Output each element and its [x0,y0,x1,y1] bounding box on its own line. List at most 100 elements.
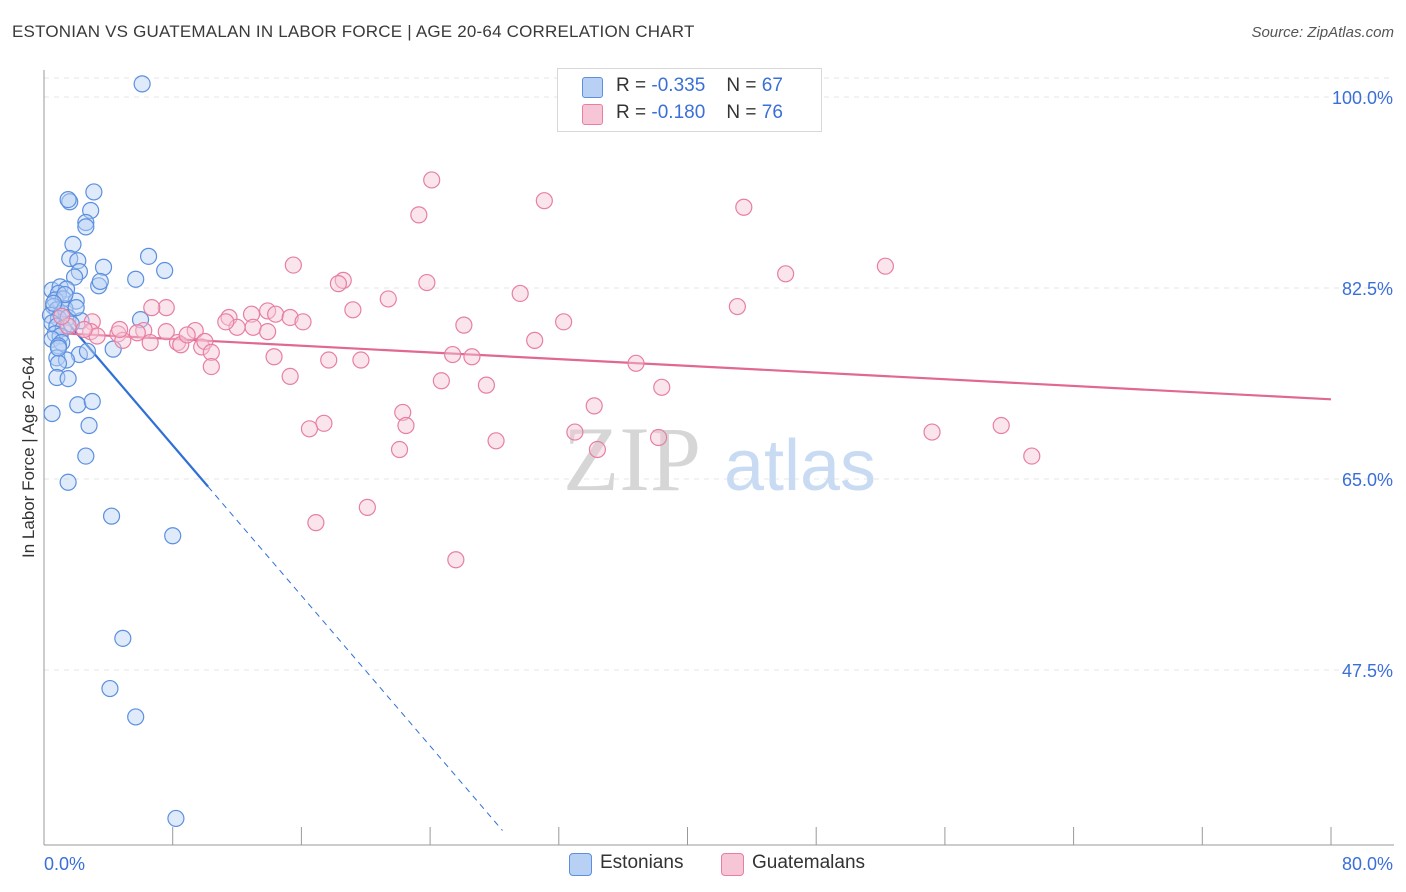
estonian-point [102,507,121,525]
estonian-point [43,404,61,423]
legend-r-label: R = [616,102,647,123]
estonian-point [127,270,145,288]
guatemalan-point [265,348,283,366]
data-points [41,75,1041,828]
x-tick-label: 0.0% [44,854,85,874]
estonian-point [70,263,88,281]
estonian-point [77,447,95,465]
estonian-point [59,369,77,388]
estonian-trend-extension [207,486,503,831]
y-tick-label: 82.5% [1342,279,1393,299]
estonian-point [77,213,95,232]
estonian-point [67,299,85,317]
estonian-point [77,218,95,236]
guatemalan-point [59,317,77,335]
guatemalan-point [157,299,175,317]
estonian-point [43,330,61,348]
guatemalan-point [418,273,436,292]
guatemalan-point [653,378,671,396]
guatemalan-point [777,265,795,283]
guatemalan-point [128,324,146,342]
chart-title: ESTONIAN VS GUATEMALAN IN LABOR FORCE | … [12,22,695,41]
guatemalan-point [923,423,941,441]
guatemalan-point [627,354,645,372]
guatemalan-point [358,498,376,516]
guatemalan-point [259,323,277,341]
guatemalan-point [202,343,220,361]
guatemalan-point [141,333,159,352]
watermark-atlas: atlas [724,426,876,506]
guatemalan-point [444,345,462,364]
correlation-legend: R = -0.335 N = 67 R = -0.180 N = 76 [557,68,822,132]
estonian-point [59,473,77,491]
guatemalan-point [410,206,428,224]
watermark-zip: ZIP [563,408,701,510]
legend-n-label: N = [726,75,757,96]
x-tick-label: 80.0% [1342,854,1393,874]
legend-n-label: N = [726,102,757,123]
guatemalan-point [394,403,412,422]
guatemalan-point [334,271,352,289]
guatemalan-point [172,336,190,354]
guatemalan-point [114,331,132,349]
guatemalan-point [649,428,668,447]
legend-swatch-guatemalans [582,104,603,125]
guatemalan-point [344,301,362,319]
guatemalan-point [281,367,299,386]
estonian-point [53,333,71,352]
grid-lines [44,77,1394,671]
guatemalan-point [281,308,299,327]
guatemalan-point [75,320,93,339]
y-tick-label: 47.5% [1342,661,1393,681]
guatemalan-point [397,416,415,435]
guatemalan-point [178,326,196,344]
bottom-legend-label-guatemalans: Guatemalans [752,852,866,873]
guatemalan-point [423,171,441,189]
guatemalan-point [329,275,348,293]
guatemalan-point [447,551,465,569]
guatemalan-point [193,338,211,356]
guatemalan-point [300,420,319,438]
legend-r-value-estonians: -0.335 [651,75,706,96]
guatemalan-point [315,414,333,432]
estonian-point [45,294,63,312]
estonian-point [83,392,101,411]
guatemalan-point [157,323,175,341]
estonian-point [49,354,68,372]
guatemalan-point [535,192,553,210]
bottom-legend-swatch-estonians [569,853,592,876]
guatemalan-point [511,284,529,303]
guatemalan-point [735,198,753,216]
guatemalan-point [202,357,220,376]
guatemalan-point [566,423,584,441]
guatemalan-point [463,348,481,366]
legend-swatch-estonians [582,77,603,98]
estonian-point [85,183,103,201]
estonian-point [64,235,82,253]
bottom-legend-swatch-guatemalans [721,853,744,876]
estonian-point [78,342,97,360]
estonian-point [139,247,158,265]
guatemalan-point [487,432,505,450]
estonian-point [167,809,185,828]
guatemalan-point [320,351,338,369]
guatemalan-point [53,307,71,325]
guatemalan-point [390,440,409,459]
guatemalan-point [244,318,262,336]
guatemalan-point [432,372,450,390]
legend-n-value-estonians: 67 [761,75,783,96]
source-label: Source: ZipAtlas.com [1251,24,1394,41]
estonian-point [156,261,174,280]
guatemalan-point [352,351,370,369]
guatemalan-point [111,320,129,339]
estonian-point [49,339,68,357]
watermark: ZIP atlas [563,408,876,510]
estonian-point [69,252,87,270]
estonian-point [80,416,98,435]
legend-n-value-guatemalans: 76 [761,102,783,123]
guatemalan-trend-line [51,331,1332,401]
estonian-point [104,340,122,358]
guatemalan-point [196,332,214,351]
guatemalan-point [143,299,161,317]
guatemalan-point [379,290,397,308]
